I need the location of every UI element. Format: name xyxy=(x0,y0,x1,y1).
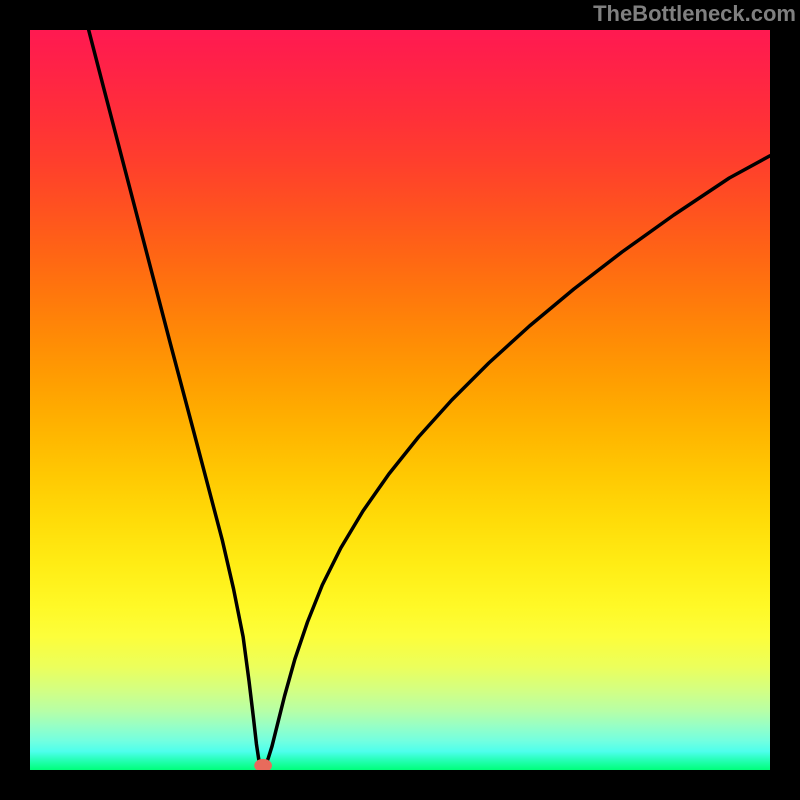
bottleneck-curve xyxy=(88,30,770,765)
minimum-marker xyxy=(254,759,272,770)
chart-frame: TheBottleneck.com xyxy=(0,0,800,800)
watermark-text: TheBottleneck.com xyxy=(593,0,800,27)
plot-area xyxy=(30,30,770,770)
curve-layer xyxy=(30,30,770,770)
